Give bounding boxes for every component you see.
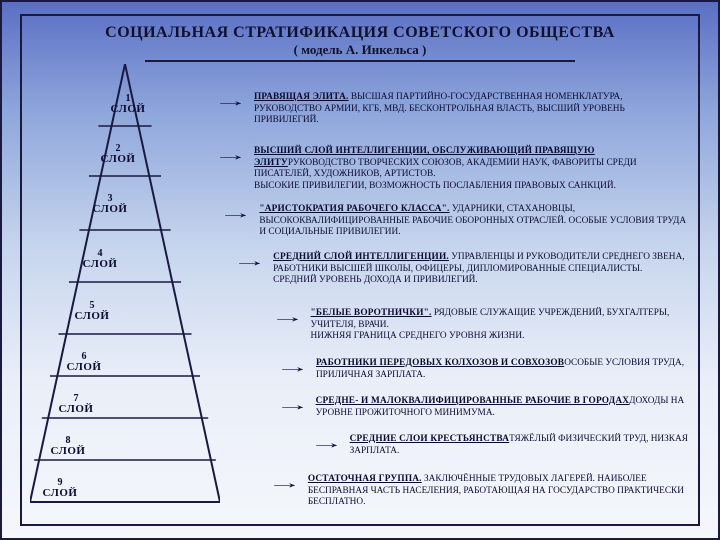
- stratum-heading: РАБОТНИКИ ПЕРЕДОВЫХ КОЛХОЗОВ И СОВХОЗОВ: [316, 358, 564, 368]
- layer-word: СЛОЙ: [70, 259, 130, 270]
- layer-word: СЛОЙ: [54, 362, 114, 373]
- stratum-description: "БЕЛЫЕ ВОРОТНИЧКИ". РЯДОВЫЕ СЛУЖАЩИЕ УЧР…: [305, 308, 690, 343]
- stratum-row: →СРЕДНИЙ СЛОЙ ИНТЕЛЛИГЕНЦИИ. УПРАВЛЕНЦЫ …: [232, 252, 690, 287]
- stratum-row: →СРЕДНИЕ СЛОИ КРЕСТЬЯНСТВАТЯЖЁЛЫЙ ФИЗИЧЕ…: [232, 434, 690, 457]
- arrow-right-icon: →: [308, 434, 343, 452]
- stratum-row: →РАБОТНИКИ ПЕРЕДОВЫХ КОЛХОЗОВ И СОВХОЗОВ…: [232, 358, 690, 381]
- arrow-right-icon: →: [213, 146, 248, 164]
- pyramid: 1СЛОЙ 2СЛОЙ 3СЛОЙ 4СЛОЙ 5СЛОЙ 6СЛОЙ 7СЛОЙ 8СЛОЙ…: [30, 64, 220, 520]
- title-underline: [145, 60, 575, 62]
- pyramid-layer-label: 1СЛОЙ: [98, 94, 158, 115]
- stratum-row: →ВЫСШИЙ СЛОЙ ИНТЕЛЛИГЕНЦИИ, ОБСЛУЖИВАЮЩИ…: [232, 146, 690, 192]
- arrow-right-icon: →: [267, 474, 302, 492]
- stratum-heading: ОСТАТОЧНАЯ ГРУППА.: [308, 474, 422, 484]
- arrow-right-icon: →: [213, 92, 248, 110]
- title-main: СОЦИАЛЬНАЯ СТРАТИФИКАЦИЯ СОВЕТСКОГО ОБЩЕ…: [2, 24, 718, 42]
- pyramid-layer-label: 2СЛОЙ: [88, 144, 148, 165]
- stratum-row: →ПРАВЯЩАЯ ЭЛИТА. ВЫСШАЯ ПАРТИЙНО-ГОСУДАР…: [232, 92, 690, 127]
- layer-word: СЛОЙ: [46, 404, 106, 415]
- stratum-description: РАБОТНИКИ ПЕРЕДОВЫХ КОЛХОЗОВ И СОВХОЗОВО…: [310, 358, 690, 381]
- stratum-description: ВЫСШИЙ СЛОЙ ИНТЕЛЛИГЕНЦИИ, ОБСЛУЖИВАЮЩИЙ…: [248, 146, 690, 192]
- stratum-heading: ПРАВЯЩАЯ ЭЛИТА.: [254, 92, 349, 102]
- stratum-body-line: ВЫСОКИЕ ПРИВИЛЕГИИ, ВОЗМОЖНОСТЬ ПОСЛАБЛЕ…: [254, 181, 616, 191]
- diagram-frame: СОЦИАЛЬНАЯ СТРАТИФИКАЦИЯ СОВЕТСКОГО ОБЩЕ…: [0, 0, 720, 540]
- stratum-body-line: НИЖНЯЯ ГРАНИЦА СРЕДНЕГО УРОВНЯ ЖИЗНИ.: [311, 331, 525, 341]
- arrow-right-icon: →: [218, 204, 253, 222]
- stratum-heading: СРЕДНИЙ СЛОЙ ИНТЕЛЛИГЕНЦИИ.: [273, 252, 449, 262]
- pyramid-layer-label: 4СЛОЙ: [70, 249, 130, 270]
- layer-word: СЛОЙ: [62, 311, 122, 322]
- pyramid-layer-label: 6СЛОЙ: [54, 352, 114, 373]
- descriptions: → ПРАВЯЩАЯ ЭЛИТА. ВЫСШАЯ ПАРТИЙНО-ГОСУДАР…: [232, 82, 690, 520]
- layer-word: СЛОЙ: [88, 154, 148, 165]
- pyramid-layer-label: 9СЛОЙ: [30, 478, 90, 499]
- pyramid-layer-label: 8СЛОЙ: [38, 436, 98, 457]
- arrow-right-icon: →: [232, 252, 267, 270]
- pyramid-layer-label: 7СЛОЙ: [46, 394, 106, 415]
- pyramid-layer-label: 3СЛОЙ: [80, 194, 140, 215]
- stratum-heading: СРЕДНЕ- И МАЛОКВАЛИФИЦИРОВАННЫЕ РАБОЧИЕ …: [316, 396, 630, 406]
- stratum-description: ОСТАТОЧНАЯ ГРУППА. ЗАКЛЮЧЁННЫЕ ТРУДОВЫХ …: [302, 474, 690, 509]
- layer-word: СЛОЙ: [80, 204, 140, 215]
- stratum-row: →"БЕЛЫЕ ВОРОТНИЧКИ". РЯДОВЫЕ СЛУЖАЩИЕ УЧ…: [232, 308, 690, 343]
- stratum-heading: "БЕЛЫЕ ВОРОТНИЧКИ".: [311, 308, 432, 318]
- stratum-heading: "АРИСТОКРАТИЯ РАБОЧЕГО КЛАССА".: [259, 204, 449, 214]
- stratum-description: ПРАВЯЩАЯ ЭЛИТА. ВЫСШАЯ ПАРТИЙНО-ГОСУДАРС…: [248, 92, 690, 127]
- arrow-right-icon: →: [275, 358, 310, 376]
- stratum-row: →"АРИСТОКРАТИЯ РАБОЧЕГО КЛАССА". УДАРНИК…: [232, 204, 690, 239]
- stratum-row: → СРЕДНЕ- И МАЛОКВАЛИФИЦИРОВАННЫЕ РАБОЧИЕ…: [232, 396, 690, 419]
- layer-word: СЛОЙ: [98, 104, 158, 115]
- stratum-body-line: СРЕДНИЙ УРОВЕНЬ ДОХОДА И ПРИВИЛЕГИЙ.: [273, 275, 478, 285]
- stratum-description: "АРИСТОКРАТИЯ РАБОЧЕГО КЛАССА". УДАРНИКИ…: [253, 204, 690, 239]
- title-block: СОЦИАЛЬНАЯ СТРАТИФИКАЦИЯ СОВЕТСКОГО ОБЩЕ…: [2, 24, 718, 62]
- stratum-description: СРЕДНИЙ СЛОЙ ИНТЕЛЛИГЕНЦИИ. УПРАВЛЕНЦЫ И…: [267, 252, 690, 287]
- layer-word: СЛОЙ: [38, 446, 98, 457]
- stratum-body: РУКОВОДСТВО ТВОРЧЕСКИХ СОЮЗОВ, АКАДЕМИИ …: [254, 158, 637, 180]
- arrow-right-icon: →: [274, 396, 309, 414]
- stratum-heading: СРЕДНИЕ СЛОИ КРЕСТЬЯНСТВА: [350, 434, 510, 444]
- pyramid-layer-label: 5СЛОЙ: [62, 301, 122, 322]
- stratum-description: СРЕДНИЕ СЛОИ КРЕСТЬЯНСТВАТЯЖЁЛЫЙ ФИЗИЧЕС…: [344, 434, 690, 457]
- stratum-description: СРЕДНЕ- И МАЛОКВАЛИФИЦИРОВАННЫЕ РАБОЧИЕ …: [310, 396, 690, 419]
- title-sub: ( модель А. Инкельса ): [2, 42, 718, 58]
- stratum-row: →ОСТАТОЧНАЯ ГРУППА. ЗАКЛЮЧЁННЫЕ ТРУДОВЫХ…: [232, 474, 690, 509]
- layer-word: СЛОЙ: [30, 488, 90, 499]
- arrow-right-icon: →: [269, 308, 304, 326]
